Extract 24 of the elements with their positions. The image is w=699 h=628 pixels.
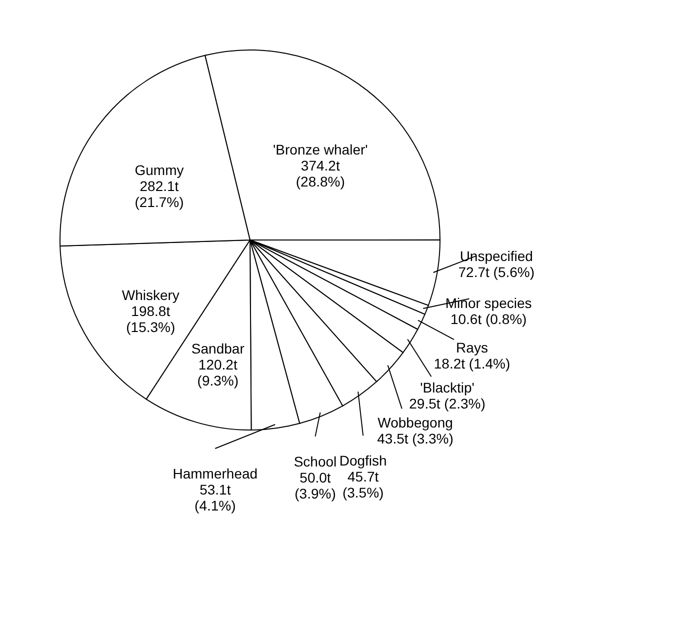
slice-label: Wobbegong — [378, 414, 453, 431]
data-label: 29.5t (2.3%) — [409, 396, 486, 412]
data-label: 45.7t (3.5%) — [342, 468, 384, 501]
slice-label: Unspecified — [460, 248, 533, 264]
data-label: 53.1t (4.1%) — [194, 481, 236, 514]
data-label: 10.6t (0.8%) — [450, 310, 527, 327]
slice-label: Gummy — [134, 162, 184, 178]
slice-label: Minor species — [445, 294, 532, 311]
data-label: 43.5t (3.3%) — [377, 430, 454, 447]
data-label: 50.0t (3.9%) — [294, 469, 336, 502]
slice-label: 'Blacktip' — [420, 380, 474, 396]
slice-label: School — [294, 453, 337, 470]
data-label: 374.2t (28.8%) — [296, 157, 345, 190]
data-label: 198.8t (15.3%) — [126, 302, 176, 335]
data-label: 18.2t (1.4%) — [434, 355, 510, 372]
slice-label: Whiskery — [122, 286, 180, 303]
slice-label: Sandbar — [191, 340, 245, 356]
data-label: 72.7t (5.6%) — [458, 264, 535, 280]
data-label: 120.2t (9.3%) — [197, 356, 239, 388]
slice-label: 'Bronze whaler' — [272, 141, 368, 158]
slice-label: Dogfish — [339, 452, 387, 469]
slice-label: Hammerhead — [172, 465, 258, 482]
data-label: 282.1t (21.7%) — [134, 178, 184, 210]
slice-label: Rays — [456, 339, 488, 356]
